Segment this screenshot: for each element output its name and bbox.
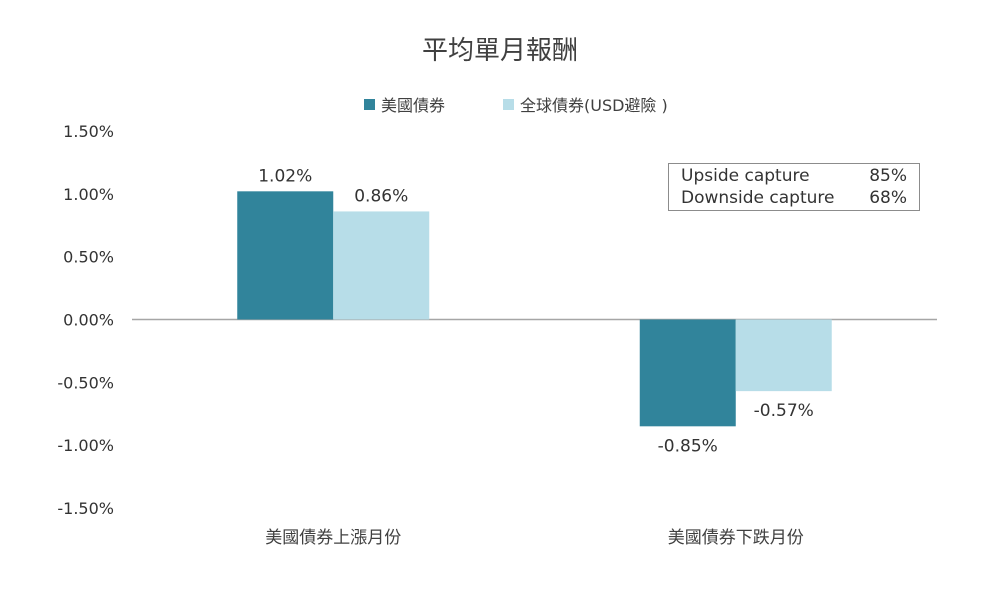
y-tick-label: 1.00% xyxy=(63,185,114,204)
legend-item-us-bonds: 美國債券 xyxy=(364,92,445,116)
bar-us-bonds-0 xyxy=(237,191,334,320)
bar-global-bonds-1 xyxy=(735,319,832,392)
bar-global-bonds-0 xyxy=(333,211,430,320)
data-label: 0.86% xyxy=(354,186,408,206)
legend-swatch-us-bonds xyxy=(364,98,375,110)
chart-title: 平均單月報酬 xyxy=(421,36,578,66)
data-label: 1.02% xyxy=(258,166,312,186)
x-category-label: 美國債券上漲月份 xyxy=(265,528,401,548)
downside-capture-label: Downside capture xyxy=(681,188,835,208)
legend-label-global-bonds: 全球債券(USD避險 ) xyxy=(520,96,668,115)
y-tick-label: -1.00% xyxy=(57,436,114,455)
data-label: -0.57% xyxy=(754,401,814,421)
upside-capture-label: Upside capture xyxy=(681,166,810,186)
downside-capture-value: 68% xyxy=(869,188,907,208)
legend-item-global-bonds: 全球債券(USD避險 ) xyxy=(503,92,668,116)
legend-swatch-global-bonds xyxy=(503,98,514,110)
legend-label-us-bonds: 美國債券 xyxy=(381,96,446,115)
downside-capture-row: Downside capture 68% xyxy=(681,188,907,210)
legend: 美國債券 全球債券(USD避險 ) xyxy=(0,92,1000,116)
y-tick-label: -0.50% xyxy=(57,373,114,392)
upside-capture-value: 85% xyxy=(869,166,907,186)
y-tick-label: 1.50% xyxy=(63,122,114,141)
upside-capture-row: Upside capture 85% xyxy=(681,166,907,188)
y-tick-label: -1.50% xyxy=(57,499,114,518)
y-tick-label: 0.50% xyxy=(63,248,114,267)
bar-us-bonds-1 xyxy=(639,319,736,427)
capture-ratio-box: Upside capture 85% Downside capture 68% xyxy=(668,163,920,211)
y-tick-label: 0.00% xyxy=(63,311,114,330)
x-category-label: 美國債券下跌月份 xyxy=(668,528,804,548)
data-label: -0.85% xyxy=(658,436,718,456)
